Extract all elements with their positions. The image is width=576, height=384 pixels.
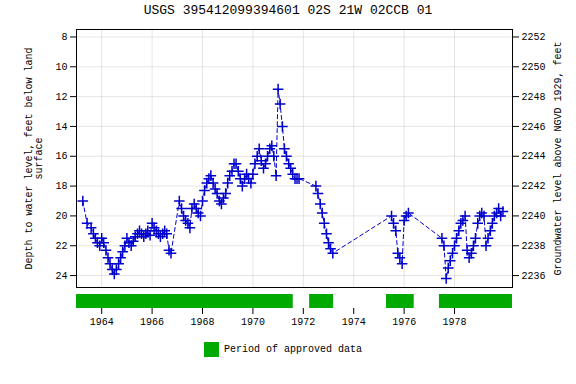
svg-text:10: 10 (55, 62, 67, 73)
svg-text:1970: 1970 (241, 317, 265, 328)
svg-text:2246: 2246 (522, 122, 546, 133)
svg-text:18: 18 (55, 181, 67, 192)
svg-text:Depth to water level, feet bel: Depth to water level, feet below landsur… (24, 47, 45, 269)
svg-text:1976: 1976 (392, 317, 416, 328)
svg-text:22: 22 (55, 241, 67, 252)
svg-text:1974: 1974 (342, 317, 366, 328)
svg-text:2248: 2248 (522, 92, 546, 103)
svg-text:2250: 2250 (522, 62, 546, 73)
svg-text:1978: 1978 (443, 317, 467, 328)
svg-text:2244: 2244 (522, 151, 546, 162)
svg-text:2238: 2238 (522, 241, 546, 252)
svg-text:Groundwater level above NGVD 1: Groundwater level above NGVD 1929, feet (553, 41, 564, 275)
svg-text:16: 16 (55, 151, 67, 162)
svg-text:1968: 1968 (191, 317, 215, 328)
html-text:USGS 395412099394601 02S 21W 0: USGS 395412099394601 02S 21W 02CCB 01 (143, 3, 433, 18)
svg-text:2252: 2252 (522, 32, 546, 43)
svg-text:2242: 2242 (522, 181, 546, 192)
svg-text:20: 20 (55, 211, 67, 222)
svg-text:12: 12 (55, 92, 67, 103)
svg-text:8: 8 (61, 32, 67, 43)
svg-text:14: 14 (55, 122, 67, 133)
svg-text:24: 24 (55, 271, 67, 282)
svg-text:2240: 2240 (522, 211, 546, 222)
svg-text:2236: 2236 (522, 271, 546, 282)
svg-text:1972: 1972 (291, 317, 315, 328)
svg-text:1964: 1964 (90, 317, 114, 328)
svg-text:1966: 1966 (140, 317, 164, 328)
html-text:Period of approved data: Period of approved data (224, 344, 362, 355)
